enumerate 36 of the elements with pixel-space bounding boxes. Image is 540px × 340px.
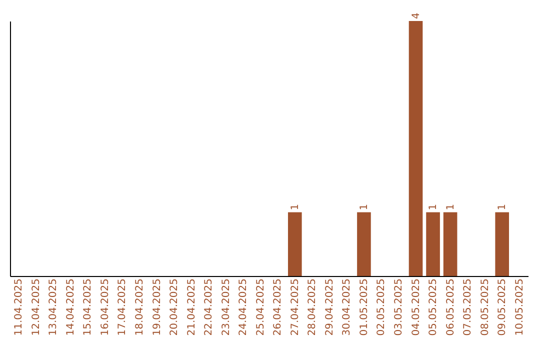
x-tick-label: 09.05.2025 [497,278,508,336]
x-tick-label: 03.05.2025 [394,278,404,336]
x-tick-label: 18.04.2025 [134,278,146,336]
x-tick-label: 11.04.2025 [14,278,25,336]
data-label: 1 [358,204,370,210]
data-label: 1 [445,204,456,210]
x-tick-label: 12.04.2025 [30,278,42,336]
x-tick-label: 20.04.2025 [169,278,180,336]
x-tick-label: 06.05.2025 [445,278,456,336]
x-tick-label: 14.04.2025 [65,278,76,336]
x-tick-label: 22.04.2025 [204,278,215,336]
x-tick-label: 23.04.2025 [220,278,232,336]
x-tick-label: 01.05.2025 [358,278,370,336]
x-tick-label: 05.05.2025 [428,278,440,336]
data-label: 1 [428,204,440,210]
x-tick-label: 30.04.2025 [342,278,353,336]
data-label: 4 [410,12,422,19]
x-tick-label: 19.04.2025 [152,278,163,336]
data-label: 1 [497,204,508,210]
x-tick-label: 27.04.2025 [290,278,301,336]
x-tick-label: 26.04.2025 [272,278,284,336]
x-tick-label: 04.05.2025 [410,278,422,336]
x-tick-label: 10.05.2025 [514,278,526,336]
x-tick-label: 17.04.2025 [117,278,128,336]
x-tick-label: 07.05.2025 [462,278,474,336]
x-tick-label: 24.04.2025 [238,278,250,336]
x-tick-label: 25.04.2025 [255,278,266,336]
x-tick-label: 13.04.2025 [48,278,60,336]
x-tick-label: 28.04.2025 [307,278,318,336]
data-label: 1 [290,204,301,210]
x-tick-label: 08.05.2025 [480,278,491,336]
x-tick-label: 02.05.2025 [376,278,388,336]
x-tick-label: 16.04.2025 [100,278,111,336]
x-tick-label: 29.04.2025 [324,278,336,336]
x-tick-label: 21.04.2025 [186,278,198,336]
x-tick-label: 15.04.2025 [82,278,94,336]
